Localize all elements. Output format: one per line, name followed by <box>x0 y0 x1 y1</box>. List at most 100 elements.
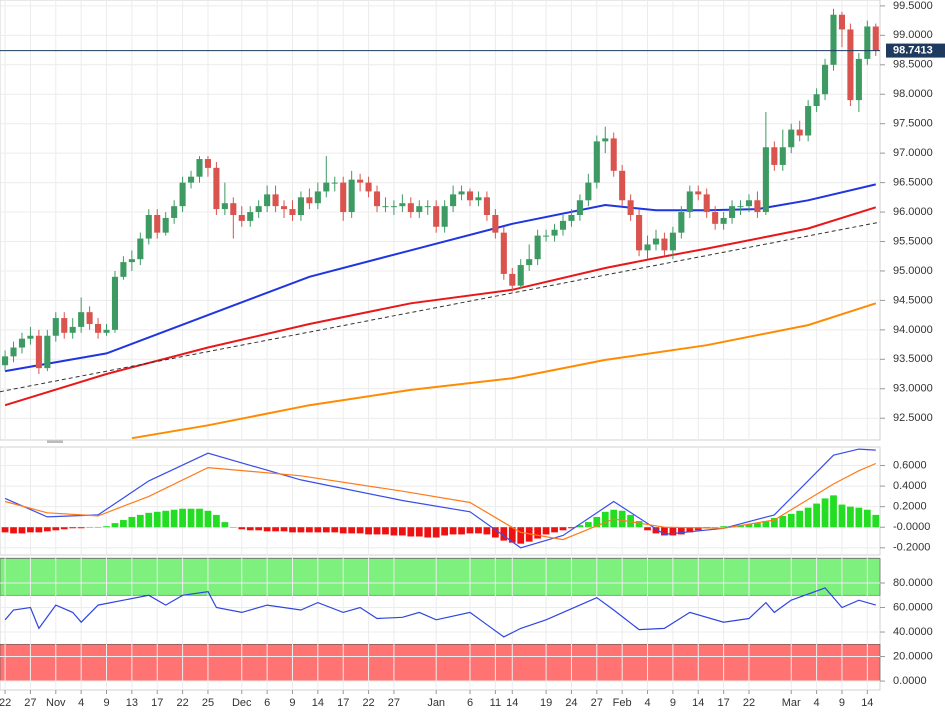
histogram-bar <box>737 525 744 528</box>
y-tick-label: 96.0000 <box>893 206 933 218</box>
candle-body <box>120 262 127 277</box>
candle-body <box>264 194 271 207</box>
indicator-line <box>4 587 876 638</box>
moving-average-line <box>131 302 877 440</box>
histogram-bar <box>424 527 432 538</box>
candle-body <box>492 214 499 233</box>
candle-body <box>280 206 288 210</box>
histogram-bar <box>255 527 263 531</box>
candle-body <box>838 14 846 30</box>
histogram-bar <box>145 512 153 528</box>
candle-body <box>771 147 778 165</box>
candle-body <box>483 197 490 215</box>
candle-body <box>331 182 338 184</box>
histogram-bar <box>170 509 178 528</box>
candle-body <box>585 182 592 201</box>
histogram-bar <box>568 527 575 529</box>
candle-body <box>441 206 448 227</box>
histogram-bar <box>162 510 170 528</box>
x-tick-label: 9 <box>670 697 676 709</box>
y-tick-label: 20.0000 <box>893 650 933 662</box>
last-price-label: 98.7413 <box>893 44 933 56</box>
histogram-bar <box>136 514 144 528</box>
candle-body <box>44 335 51 369</box>
y-tick-label: 94.5000 <box>893 294 933 306</box>
histogram-bar <box>221 522 229 528</box>
candle-body <box>847 29 854 101</box>
candle-body <box>762 147 769 213</box>
x-tick-label: 27 <box>591 697 603 709</box>
candle-body <box>162 217 169 233</box>
candle-body <box>602 138 609 142</box>
x-tick-label: 6 <box>467 697 473 709</box>
candle-body <box>652 238 660 245</box>
candle-body <box>475 197 482 201</box>
histogram-bar <box>745 524 753 528</box>
y-tick-label: 0.0000 <box>893 675 927 687</box>
candle-body <box>534 235 541 260</box>
x-tick-label: Feb <box>613 697 632 709</box>
panel-grip[interactable] <box>47 439 63 443</box>
histogram-bar <box>52 527 60 531</box>
histogram-bar <box>475 527 482 534</box>
histogram-bar <box>272 527 279 532</box>
candle-body <box>128 259 135 263</box>
y-tick-label: 97.5000 <box>893 118 933 130</box>
x-tick-label: 4 <box>814 697 820 709</box>
candle-body <box>661 238 668 251</box>
histogram-bar <box>246 527 254 531</box>
y-tick-label: 98.0000 <box>893 88 933 100</box>
candle-body <box>509 273 516 286</box>
y-tick-label: 95.5000 <box>893 235 933 247</box>
candle-body <box>543 235 550 237</box>
histogram-bar <box>86 527 93 528</box>
histogram-bar <box>373 527 381 535</box>
candle-body <box>619 170 626 201</box>
candle-body <box>2 356 9 366</box>
candle-body <box>466 191 474 201</box>
histogram-bar <box>103 526 110 528</box>
histogram-bar <box>18 527 26 534</box>
panel: -0.2000 -0.0000 0.2000 0.4000 0.6000 <box>0 446 930 556</box>
x-tick-label: Mar <box>782 697 801 709</box>
y-tick-label: 98.5000 <box>893 59 933 71</box>
histogram-bar <box>229 527 237 528</box>
histogram-bar <box>128 516 136 528</box>
x-tick-label: 4 <box>78 697 84 709</box>
candle-body <box>779 147 786 165</box>
candle-body <box>576 200 583 215</box>
candle-body <box>348 179 355 213</box>
candle-body <box>559 220 567 230</box>
x-tick-label: 22 <box>743 697 755 709</box>
x-tick-label: 14 <box>861 697 873 709</box>
candle-body <box>686 191 693 213</box>
histogram-bar <box>339 527 347 534</box>
y-tick-label: 40.0000 <box>893 626 933 638</box>
histogram-bar <box>618 510 626 528</box>
histogram-bar <box>466 527 474 534</box>
y-tick-label: 0.4000 <box>893 480 927 492</box>
histogram-bar <box>196 508 203 528</box>
y-tick-label: 99.5000 <box>893 0 933 12</box>
candle-body <box>297 197 304 215</box>
y-tick-label: 92.5000 <box>893 412 933 424</box>
x-tick-label: 22 <box>0 697 11 709</box>
histogram-bar <box>855 507 863 528</box>
histogram-bar <box>27 527 34 533</box>
histogram-bar <box>306 527 313 533</box>
candle-body <box>69 326 76 333</box>
histogram-bar <box>35 527 43 533</box>
candle-body <box>805 106 812 136</box>
histogram-bar <box>863 509 871 528</box>
histogram-bar <box>297 527 305 533</box>
candle-body <box>52 318 59 336</box>
histogram-bar <box>661 527 668 536</box>
candle-body <box>737 206 744 208</box>
histogram-bar <box>415 527 423 537</box>
x-tick-label: 27 <box>388 697 400 709</box>
moving-average-line <box>0 221 881 393</box>
histogram-bar <box>204 510 212 528</box>
candle-body <box>669 232 676 251</box>
